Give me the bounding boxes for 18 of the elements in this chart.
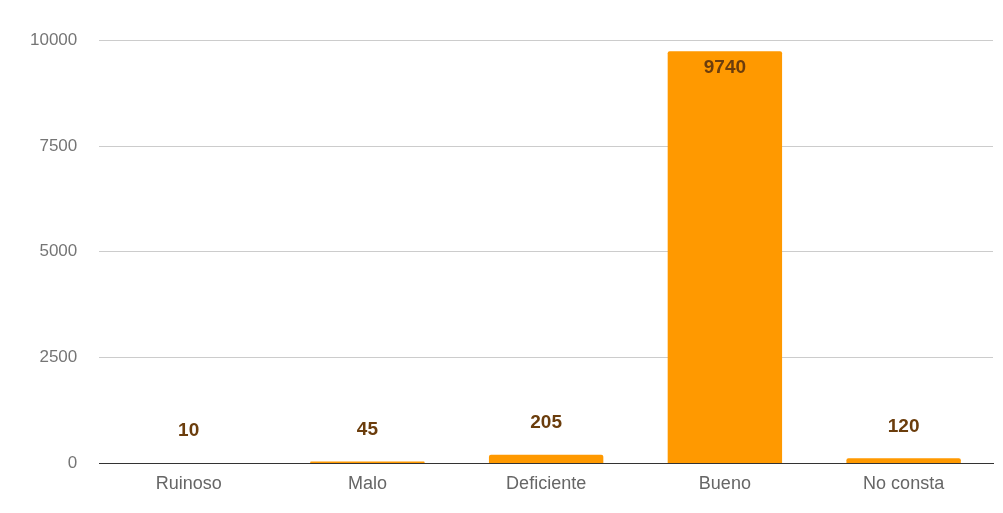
- bar: [667, 51, 783, 463]
- data-label: 120: [887, 414, 920, 436]
- x-tick-label: Deficiente: [506, 473, 587, 494]
- y-tick-label: 0: [67, 453, 78, 473]
- data-label: 205: [530, 410, 563, 432]
- x-tick-label: Malo: [347, 473, 387, 494]
- x-tick-label: No consta: [863, 473, 946, 494]
- y-tick-label: 7500: [39, 135, 78, 155]
- data-label: 9740: [703, 56, 747, 78]
- bar: [846, 458, 961, 463]
- x-tick-label: Ruinoso: [155, 473, 222, 494]
- bar: [488, 454, 604, 463]
- y-tick-label: 5000: [39, 241, 78, 261]
- y-tick-label: 2500: [39, 347, 78, 367]
- data-label: 10: [178, 419, 200, 441]
- data-label: 45: [356, 417, 379, 439]
- x-tick-label: Bueno: [698, 473, 751, 494]
- y-tick-label: 10000: [29, 29, 78, 49]
